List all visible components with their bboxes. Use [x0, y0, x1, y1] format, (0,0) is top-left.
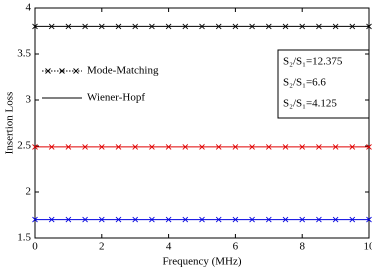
marker: [165, 23, 172, 30]
marker: [199, 216, 205, 223]
marker: [332, 23, 339, 30]
marker: [82, 144, 88, 150]
marker: [149, 144, 155, 150]
marker: [232, 216, 239, 223]
marker: [249, 216, 255, 223]
x-axis-label: Frequency (MHz): [162, 256, 241, 268]
marker: [265, 23, 272, 30]
legend-marker: [59, 68, 65, 74]
marker: [48, 23, 55, 30]
marker: [132, 144, 139, 150]
x-tick-label: 10: [364, 241, 372, 253]
marker: [149, 216, 155, 223]
marker: [115, 216, 122, 223]
marker: [98, 216, 105, 223]
x-tick-label: 2: [99, 241, 105, 253]
marker: [182, 144, 189, 150]
y-tick-label: 1.5: [17, 232, 31, 244]
y-tick-label: 2: [26, 186, 32, 198]
marker: [115, 144, 122, 150]
marker: [316, 23, 322, 30]
y-tick-label: 3: [26, 94, 32, 106]
y-tick-label: 2.5: [17, 140, 31, 152]
marker: [48, 144, 55, 150]
marker: [65, 144, 72, 150]
marker: [282, 23, 289, 30]
marker: [265, 216, 272, 223]
marker: [366, 23, 372, 30]
y-axis-label: Insertion Loss: [4, 92, 16, 155]
marker: [149, 23, 155, 30]
marker: [299, 216, 306, 223]
marker: [65, 23, 72, 30]
marker: [316, 216, 322, 223]
x-tick-label: 6: [233, 241, 239, 253]
marker: [215, 216, 222, 223]
marker: [32, 23, 38, 30]
marker: [299, 23, 306, 30]
marker: [316, 144, 322, 150]
marker: [366, 144, 372, 150]
marker: [32, 144, 38, 150]
marker: [232, 144, 239, 150]
marker: [165, 216, 172, 223]
annotation-label: S₂/S₁=4.125: [283, 98, 337, 110]
legend-label: Wiener-Hopf: [87, 92, 145, 104]
legend: [40, 58, 130, 110]
marker: [199, 144, 205, 150]
legend-label: Mode-Matching: [87, 65, 159, 77]
legend-marker: [73, 68, 79, 74]
marker: [98, 23, 105, 30]
annotation-box: [277, 49, 370, 119]
marker: [232, 23, 239, 30]
x-tick-label: 8: [299, 241, 305, 253]
marker: [349, 144, 356, 150]
marker: [282, 144, 289, 150]
marker: [82, 216, 88, 223]
legend-marker: [45, 68, 51, 74]
marker: [215, 144, 222, 150]
marker: [249, 144, 255, 150]
marker: [265, 144, 272, 150]
marker: [249, 23, 255, 30]
annotation-label: S₂/S₁=6.6: [283, 77, 326, 89]
marker: [182, 216, 189, 223]
marker: [98, 144, 105, 150]
marker: [366, 216, 372, 223]
marker: [132, 23, 139, 30]
y-tick-label: 4: [26, 2, 32, 14]
marker: [299, 144, 306, 150]
y-tick-label: 3.5: [17, 48, 31, 60]
x-tick-label: 4: [166, 241, 172, 253]
marker: [332, 216, 339, 223]
marker: [332, 144, 339, 150]
marker: [282, 216, 289, 223]
marker: [215, 23, 222, 30]
annotation-label: S₂/S₁=12.375: [283, 56, 343, 68]
marker: [199, 23, 205, 30]
marker: [165, 144, 172, 150]
marker: [48, 216, 55, 223]
marker: [182, 23, 189, 30]
marker: [82, 23, 88, 30]
marker: [65, 216, 72, 223]
marker: [349, 23, 356, 30]
marker: [115, 23, 122, 30]
marker: [132, 216, 139, 223]
plot-frame: [34, 7, 370, 239]
x-tick-label: 0: [32, 241, 38, 253]
marker: [349, 216, 356, 223]
marker: [32, 216, 38, 223]
